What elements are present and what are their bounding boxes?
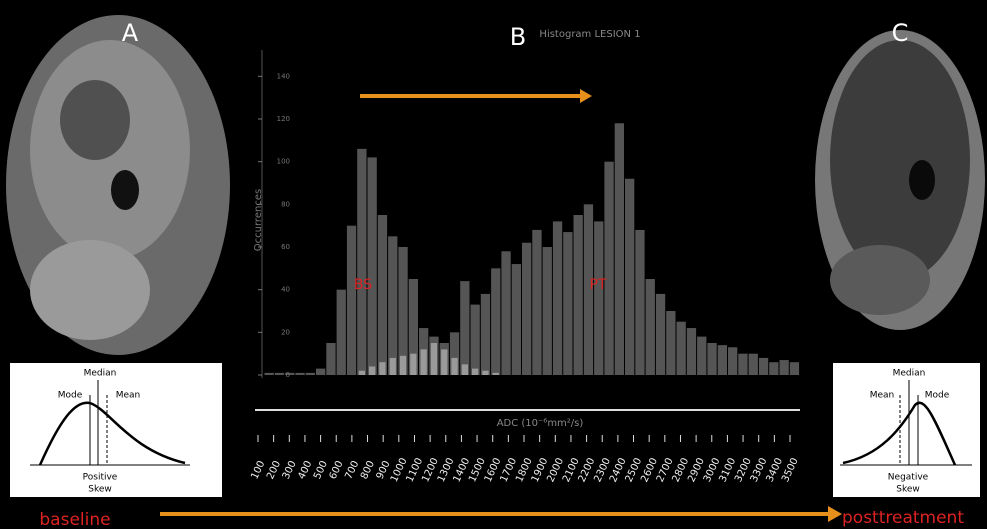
histogram-bar	[614, 123, 624, 376]
histogram-bar	[285, 372, 295, 375]
histogram-bar	[430, 343, 438, 375]
skew-label: Median	[84, 369, 117, 379]
skew-box-negative: Median Mean Mode Negative Skew	[833, 363, 980, 497]
histogram	[264, 123, 800, 376]
histogram-bar	[451, 357, 458, 375]
histogram-bar	[604, 161, 614, 375]
panel-label: A	[122, 19, 139, 47]
histogram-bar	[511, 264, 521, 375]
histogram-bar	[573, 215, 583, 375]
histogram-bar	[461, 364, 468, 375]
histogram-bar	[358, 370, 365, 375]
skew-caption: Positive	[83, 473, 118, 483]
histogram-bar	[717, 345, 727, 375]
arrow	[360, 89, 592, 103]
histogram-bar	[326, 343, 336, 375]
skew-label: Median	[893, 369, 926, 379]
histogram-bar	[420, 349, 427, 375]
timeline-arrow	[160, 506, 842, 522]
histogram-bar	[305, 372, 315, 375]
histogram-bar	[398, 247, 408, 375]
histogram-bar	[274, 372, 285, 375]
skew-caption: Skew	[896, 485, 920, 495]
histogram-bar	[470, 304, 480, 375]
y-tick-label: 20	[281, 328, 290, 336]
x-axis-label: ADC (10⁻⁶mm²/s)	[497, 418, 584, 429]
histogram-bar	[295, 372, 305, 375]
skew-label: Mode	[58, 391, 83, 401]
histogram-bar	[388, 236, 398, 375]
skew-caption: Negative	[888, 473, 929, 483]
histogram-bar	[655, 293, 666, 375]
histogram-bar	[441, 349, 448, 375]
mri-posttreatment	[815, 30, 985, 330]
histogram-bar	[491, 268, 501, 375]
y-tick-label: 0	[286, 371, 290, 379]
histogram-bar	[449, 332, 460, 375]
histogram-bar	[472, 368, 479, 375]
y-tick-label: 60	[281, 243, 290, 251]
y-tick-label: 140	[277, 72, 290, 80]
timeline-start: baseline	[39, 510, 110, 529]
histogram-bar	[697, 336, 707, 375]
y-tick-label: 120	[277, 115, 290, 123]
histogram-bar	[594, 221, 604, 375]
histogram-bar	[522, 242, 532, 375]
histogram-bar	[563, 232, 573, 375]
histogram-bar	[492, 372, 499, 375]
y-tick-label: 100	[277, 158, 290, 166]
y-axis-label: Occurrences	[253, 189, 264, 251]
histogram-bar	[316, 368, 326, 375]
histogram-bar	[532, 229, 542, 375]
histogram-bar	[583, 204, 594, 375]
skew-box-positive: Median Mode Mean Positive Skew	[10, 363, 222, 497]
histogram-bar	[789, 362, 800, 375]
histogram-bar	[501, 251, 511, 375]
histogram-bar	[542, 247, 552, 375]
timeline-end: posttreatment	[842, 508, 964, 528]
histogram-bar	[377, 215, 388, 375]
histogram-bar	[686, 328, 697, 375]
histogram-bar	[728, 347, 738, 375]
histogram-bar	[779, 360, 789, 375]
histogram-bar	[357, 148, 367, 375]
histogram-bar	[264, 372, 274, 375]
hump-label: PT	[590, 277, 607, 293]
histogram-bar	[369, 366, 376, 375]
histogram-bar	[410, 353, 417, 375]
histogram-bar	[408, 279, 418, 375]
histogram-bar	[552, 221, 563, 375]
histogram-bar	[625, 178, 635, 375]
panel-label: B	[510, 23, 526, 51]
histogram-bar	[666, 311, 676, 375]
histogram-bar	[769, 362, 779, 375]
histogram-bar	[676, 321, 686, 375]
skew-caption: Skew	[88, 485, 112, 495]
hump-label: BS	[354, 277, 372, 293]
panel-label: C	[892, 19, 909, 47]
mri-baseline	[6, 15, 230, 355]
skew-label: Mode	[925, 391, 950, 401]
histogram-bar	[346, 225, 357, 375]
histogram-bar	[482, 370, 489, 375]
histogram-bar	[707, 343, 717, 375]
histogram-bar	[758, 357, 769, 375]
histogram-bar	[645, 279, 655, 375]
histogram-bar	[389, 357, 396, 375]
histogram-bar	[635, 229, 645, 375]
y-tick-label: 40	[281, 286, 290, 294]
histogram-bar	[379, 362, 386, 375]
y-tick-label: 80	[281, 200, 290, 208]
histogram-bar	[480, 293, 491, 375]
skew-label: Mean	[116, 391, 141, 401]
histogram-bar	[460, 281, 470, 375]
skew-label: Mean	[870, 391, 895, 401]
histogram-bar	[738, 353, 748, 375]
histogram-bar	[748, 353, 758, 375]
histogram-bar	[399, 355, 407, 375]
histogram-bar	[367, 157, 377, 375]
histogram-title: Histogram LESION 1	[539, 29, 640, 40]
histogram-bar	[336, 289, 346, 375]
